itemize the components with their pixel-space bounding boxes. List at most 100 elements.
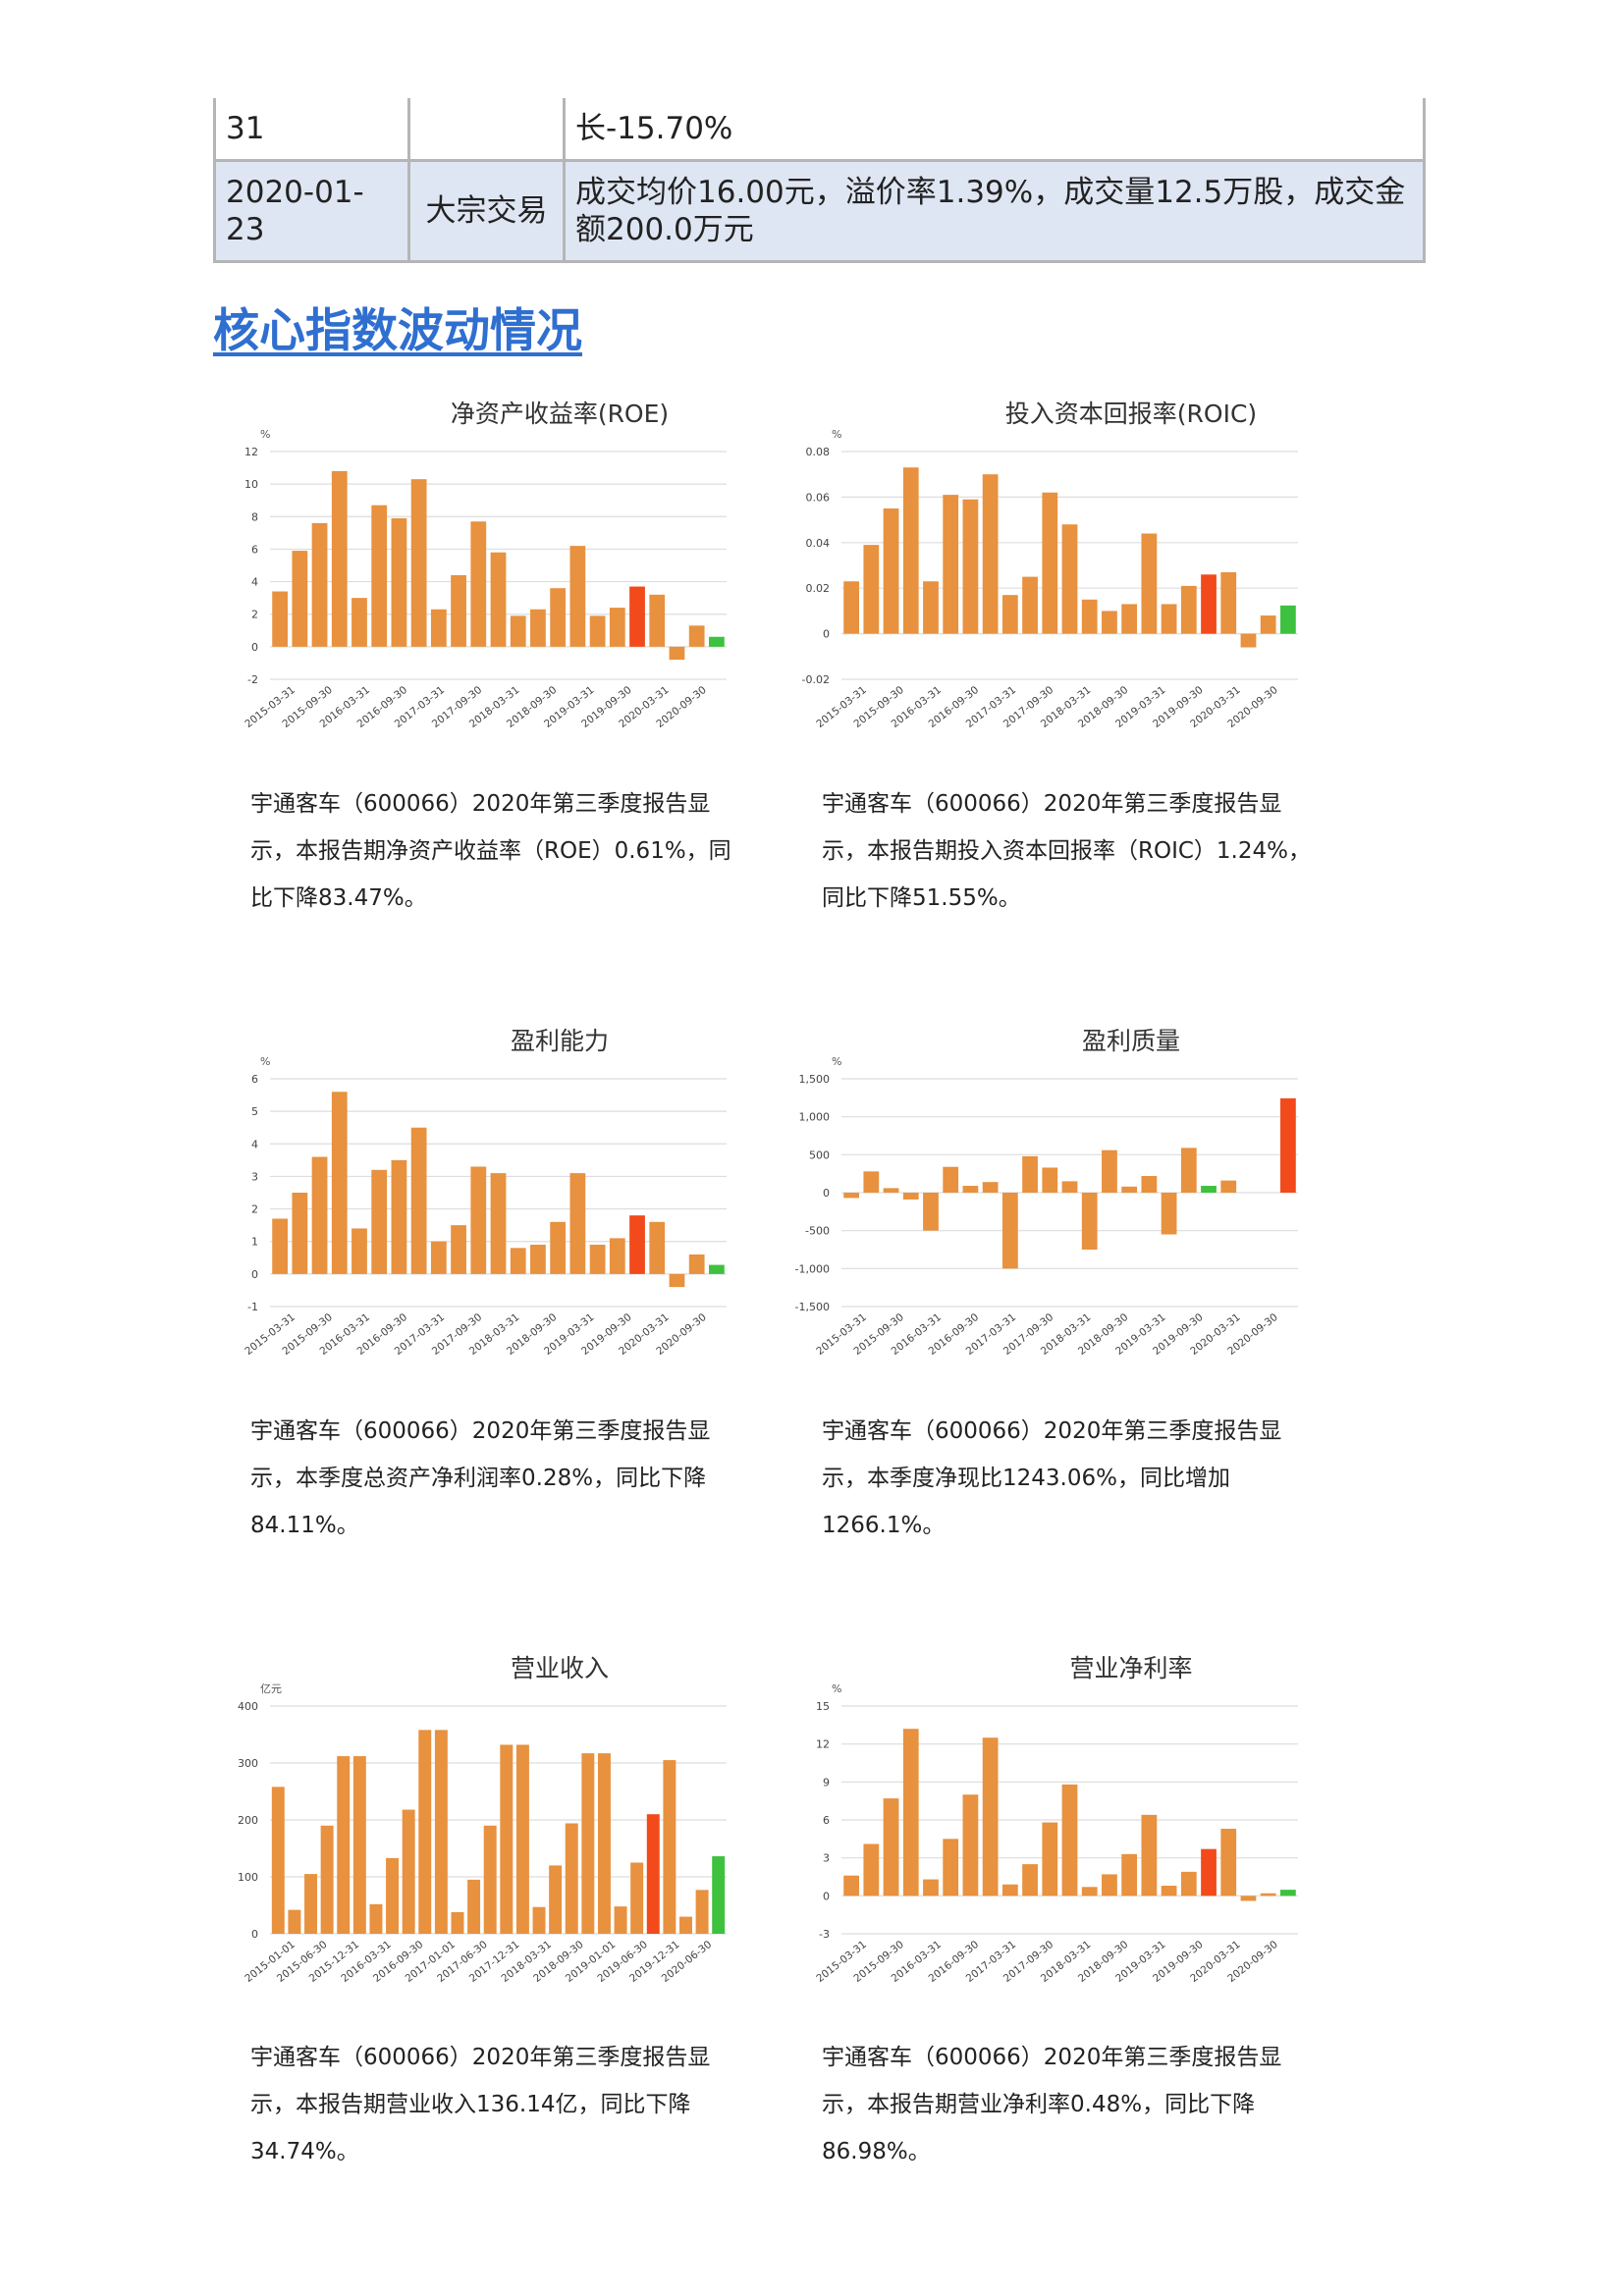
- y-tick-label: 0: [251, 1928, 258, 1941]
- chart-plot: %-1,500-1,000-50005001,0001,5002015-03-3…: [795, 1055, 1298, 1358]
- y-tick-label: 0: [823, 1890, 830, 1902]
- bar: [1240, 1896, 1257, 1901]
- detail-cell: 成交均价16.00元，溢价率1.39%，成交量12.5万股，成交金额200.0万…: [563, 159, 1426, 263]
- bar: [331, 470, 348, 647]
- chart-title: 盈利能力: [510, 1027, 609, 1055]
- bar: [515, 1744, 529, 1934]
- revenue-chart: 营业收入 亿元 0 100 200 300 400 2015-01-01 2015-06-30…: [226, 1649, 776, 2032]
- chart-caption: 宇通客车（600066）2020年第三季度报告显 示，本季度净现比1243.06…: [822, 1408, 1332, 1549]
- bar: [451, 574, 466, 647]
- bar: [410, 479, 427, 647]
- bar: [1280, 605, 1296, 634]
- bar: [863, 1171, 880, 1193]
- bar: [712, 1856, 726, 1934]
- y-tick-label: -1: [247, 1301, 258, 1313]
- bar: [1121, 1186, 1138, 1193]
- caption-line: 84.11%。: [250, 1513, 359, 1538]
- bar: [467, 1879, 481, 1934]
- caption-line: 86.98%。: [822, 2139, 931, 2164]
- bar: [1102, 611, 1117, 634]
- bar: [883, 508, 899, 634]
- bar: [843, 1875, 859, 1896]
- y-unit-label: %: [260, 1055, 270, 1068]
- bar: [1061, 1181, 1078, 1193]
- y-tick-label: 100: [238, 1871, 258, 1884]
- bar: [311, 1156, 328, 1274]
- bar: [410, 1127, 427, 1274]
- bar: [311, 522, 328, 647]
- bar: [1081, 1193, 1098, 1250]
- bar: [581, 1753, 595, 1934]
- y-tick-label: 0.08: [806, 446, 831, 458]
- y-tick-label: -0.02: [802, 673, 830, 686]
- bar: [1121, 1853, 1138, 1896]
- bar: [569, 546, 586, 647]
- bar: [430, 1241, 447, 1274]
- y-tick-label: 6: [251, 543, 258, 556]
- bar: [688, 625, 705, 647]
- y-tick-label: 0: [823, 1187, 830, 1200]
- caption-line: 示，本报告期投入资本回报率（ROIC）1.24%，: [822, 838, 1311, 864]
- chart-title: 净资产收益率(ROE): [450, 400, 670, 428]
- bar: [1001, 595, 1018, 634]
- y-unit-label: %: [832, 1055, 841, 1068]
- bar: [1001, 1884, 1018, 1896]
- bar: [352, 1756, 366, 1934]
- bar: [386, 1857, 400, 1934]
- bar: [1022, 1155, 1038, 1193]
- bar: [272, 1218, 288, 1274]
- chart-plot: %-20246810122015-03-312015-09-302016-03-…: [243, 428, 727, 730]
- bar: [923, 581, 939, 634]
- bar: [271, 1787, 285, 1934]
- bar: [352, 598, 367, 647]
- bar: [1260, 615, 1276, 634]
- bar: [320, 1825, 334, 1934]
- bar: [352, 1228, 367, 1274]
- bar: [709, 1264, 725, 1274]
- bar: [451, 1911, 464, 1934]
- y-tick-label: 500: [809, 1148, 830, 1161]
- bar: [371, 1169, 388, 1274]
- detail-cell: 长-15.70%: [563, 98, 1426, 162]
- chart-plot: 亿元01002003004002015-01-012015-06-302015-…: [238, 1682, 727, 1985]
- bar: [649, 594, 666, 647]
- bar: [1180, 1871, 1197, 1896]
- chart-caption: 宇通客车（600066）2020年第三季度报告显 示，本报告期营业收入136.1…: [250, 2034, 761, 2175]
- y-tick-label: 0.06: [806, 491, 831, 504]
- caption-line: 宇通客车（600066）2020年第三季度报告显: [250, 1418, 711, 1444]
- y-tick-label: 1,000: [799, 1111, 831, 1124]
- bar: [843, 581, 859, 634]
- bar: [304, 1874, 317, 1934]
- y-tick-label: 6: [251, 1073, 258, 1086]
- bar: [532, 1906, 546, 1934]
- bar: [371, 505, 388, 647]
- bar: [923, 1879, 939, 1896]
- chart-caption: 宇通客车（600066）2020年第三季度报告显 示，本报告期营业净利率0.48…: [822, 2034, 1332, 2175]
- chart-plot: %-3036912152015-03-312015-09-302016-03-3…: [814, 1682, 1298, 1985]
- bar: [943, 1166, 959, 1193]
- bar: [883, 1188, 899, 1193]
- y-tick-label: 3: [823, 1852, 830, 1865]
- y-tick-label: -1,500: [795, 1301, 830, 1313]
- caption-line: 示，本报告期营业净利率0.48%，同比下降: [822, 2092, 1256, 2117]
- bar: [1061, 1784, 1078, 1896]
- bar: [1280, 1890, 1296, 1896]
- bar: [1022, 1864, 1038, 1896]
- caption-line: 1266.1%。: [822, 1513, 946, 1538]
- bar: [1121, 604, 1138, 634]
- y-tick-label: 0: [823, 628, 830, 641]
- bar: [1141, 1175, 1158, 1193]
- bar: [490, 1173, 507, 1274]
- bar: [609, 1238, 625, 1274]
- bar: [434, 1730, 448, 1934]
- bar: [1141, 533, 1158, 634]
- net-margin-chart: 营业净利率 % -3 0 3 6 9 12 15 2015-03-31 2015-09-30 201…: [797, 1649, 1347, 2032]
- bar: [490, 552, 507, 647]
- bar: [629, 586, 645, 647]
- bar: [614, 1906, 627, 1934]
- bar: [1201, 1186, 1217, 1193]
- y-unit-label: %: [832, 1682, 841, 1695]
- bar: [292, 1193, 308, 1274]
- bar: [1022, 576, 1038, 634]
- bar: [1042, 1167, 1058, 1193]
